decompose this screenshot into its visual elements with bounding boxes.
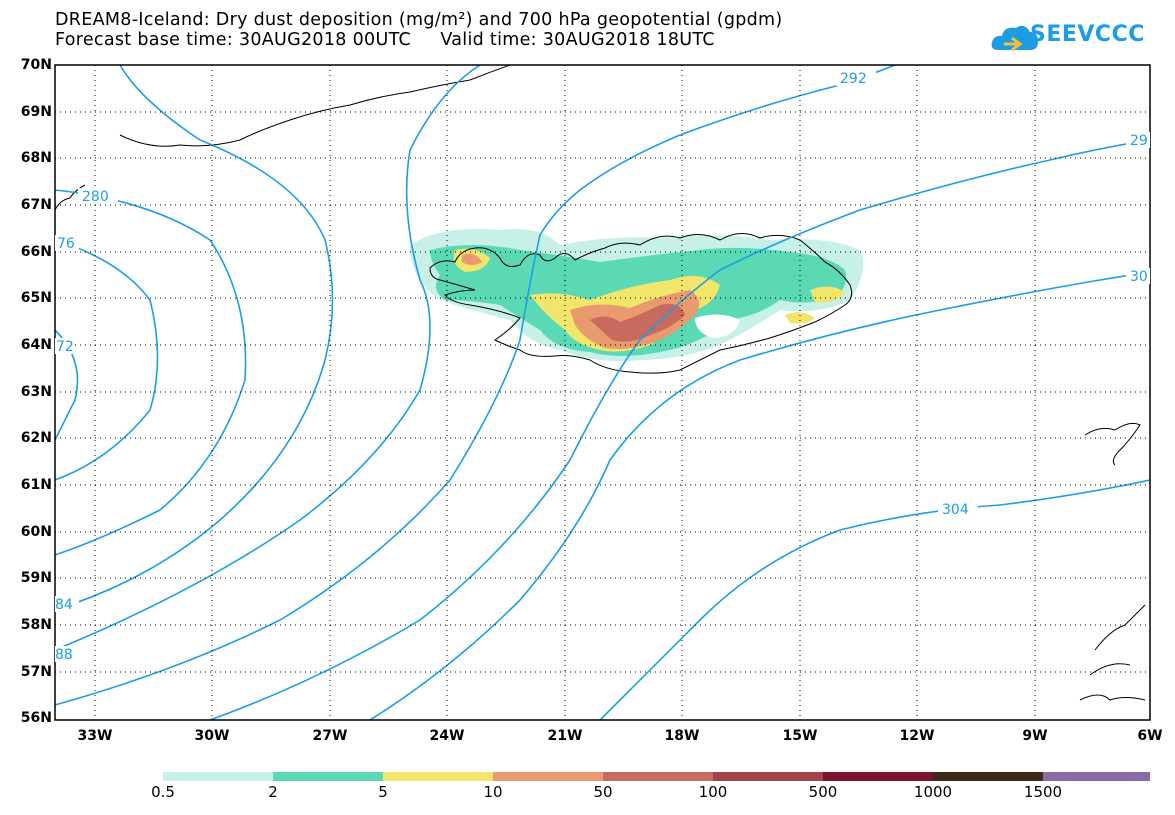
coastlines <box>54 64 1146 701</box>
graticule <box>55 65 1150 720</box>
scale-label: 1500 <box>1023 783 1063 801</box>
scale-color-0 <box>163 772 273 781</box>
scale-color-3 <box>493 772 603 781</box>
contour-label-280: 280 <box>82 189 109 205</box>
contour-label-292: 292 <box>840 71 867 87</box>
lat-label: 58N <box>20 617 52 633</box>
lat-label: 70N <box>20 57 52 73</box>
dust-deposition-field <box>410 229 864 362</box>
lat-label: 62N <box>20 430 52 446</box>
color-scale-bar <box>163 772 1150 781</box>
scale-color-1 <box>273 772 383 781</box>
contour-label-76: 76 <box>57 236 75 252</box>
lon-label: 30W <box>194 728 230 744</box>
lon-label: 9W <box>1022 728 1048 744</box>
map-title: DREAM8-Iceland: Dry dust deposition (mg/… <box>55 10 783 30</box>
contour-label-84: 84 <box>55 597 73 613</box>
scale-color-7 <box>933 772 1043 781</box>
scale-color-2 <box>383 772 493 781</box>
lon-label: 18W <box>664 728 700 744</box>
scale-label: 2 <box>268 783 278 801</box>
lat-label: 63N <box>20 384 52 400</box>
lat-label: 64N <box>20 337 52 353</box>
logo-text: SEEVCCC <box>1030 22 1145 47</box>
contour-label-72: 72 <box>56 339 74 355</box>
lat-label: 66N <box>20 244 52 260</box>
lat-label: 67N <box>20 197 52 213</box>
lon-label: 6W <box>1137 728 1163 744</box>
scale-label: 50 <box>593 783 613 801</box>
lon-label: 15W <box>782 728 818 744</box>
geopotential-contours <box>54 64 1151 721</box>
lon-label: 33W <box>77 728 113 744</box>
lon-label: 12W <box>899 728 935 744</box>
lat-label: 65N <box>20 290 52 306</box>
lat-label: 60N <box>20 524 52 540</box>
contour-label-30: 30 <box>1130 269 1148 285</box>
lat-label: 61N <box>20 477 52 493</box>
lat-label: 59N <box>20 570 52 586</box>
scale-color-5 <box>713 772 823 781</box>
contour-label-304: 304 <box>942 502 969 518</box>
map-frame <box>54 64 1151 721</box>
scale-color-6 <box>823 772 933 781</box>
lon-label: 27W <box>312 728 348 744</box>
lat-label: 69N <box>20 104 52 120</box>
scale-color-8 <box>1043 772 1150 781</box>
lat-label: 56N <box>20 710 52 726</box>
lat-label: 68N <box>20 150 52 166</box>
lon-label: 24W <box>429 728 465 744</box>
seevccc-logo <box>991 25 1038 52</box>
contour-label-29: 29 <box>1130 133 1148 149</box>
lon-label: 21W <box>547 728 583 744</box>
scale-label: 100 <box>698 783 728 801</box>
scale-label: 5 <box>378 783 388 801</box>
contour-label-88: 88 <box>55 647 73 663</box>
scale-label: 0.5 <box>151 783 175 801</box>
scale-label: 1000 <box>913 783 953 801</box>
lat-label: 57N <box>20 664 52 680</box>
scale-label: 500 <box>808 783 838 801</box>
scale-color-4 <box>603 772 713 781</box>
map-subtitle: Forecast base time: 30AUG2018 00UTC Vali… <box>55 30 715 50</box>
scale-label: 10 <box>483 783 503 801</box>
